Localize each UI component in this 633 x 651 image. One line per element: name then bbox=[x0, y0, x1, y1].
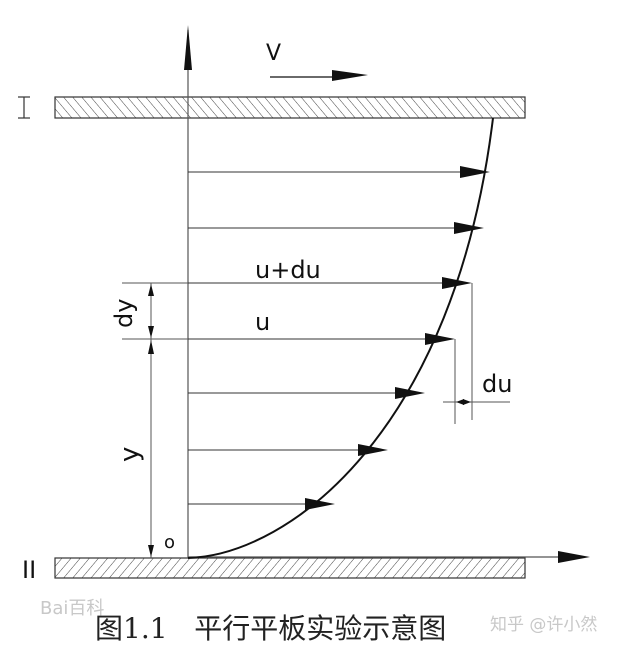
du-arrowhead bbox=[463, 399, 471, 405]
y-arrowhead bbox=[148, 340, 154, 354]
velocity-vector-arrowhead bbox=[305, 498, 335, 510]
top-plate bbox=[54, 96, 526, 119]
velocity-vector-arrowhead bbox=[442, 277, 472, 289]
watermark-baidu: Bai百科 bbox=[40, 598, 104, 619]
dy-arrowhead bbox=[148, 326, 154, 338]
dy-arrowhead bbox=[148, 284, 154, 296]
figure-caption: 图1.1 平行平板实验示意图 bbox=[95, 612, 446, 645]
velocity-vector-arrowhead bbox=[358, 444, 388, 456]
velocity-vector-arrowhead bbox=[425, 333, 455, 345]
velocity-vector-arrowhead bbox=[460, 166, 490, 178]
velocity-vector-arrowhead bbox=[454, 222, 484, 234]
velocity-label: V bbox=[266, 41, 281, 66]
bottom-plate bbox=[54, 557, 526, 579]
u-label: u bbox=[255, 308, 270, 336]
velocity-vectors bbox=[122, 166, 490, 510]
y-axis-arrowhead bbox=[184, 25, 192, 70]
u-plus-du-label: u+du bbox=[255, 256, 321, 284]
plate-bottom-label: II bbox=[22, 556, 36, 584]
velocity-arrowhead bbox=[332, 70, 368, 81]
du-label: du bbox=[482, 370, 512, 398]
watermark-zhihu: 知乎 @许小然 bbox=[490, 615, 597, 635]
y-arrowhead bbox=[148, 545, 154, 557]
x-axis-arrowhead bbox=[558, 551, 590, 563]
plate-top-label-mark bbox=[18, 96, 30, 119]
y-label: y bbox=[115, 447, 145, 462]
origin-label: o bbox=[164, 532, 175, 553]
velocity-vector-arrowhead bbox=[395, 387, 425, 399]
dy-label: dy bbox=[110, 299, 138, 328]
du-arrowhead bbox=[456, 399, 464, 405]
